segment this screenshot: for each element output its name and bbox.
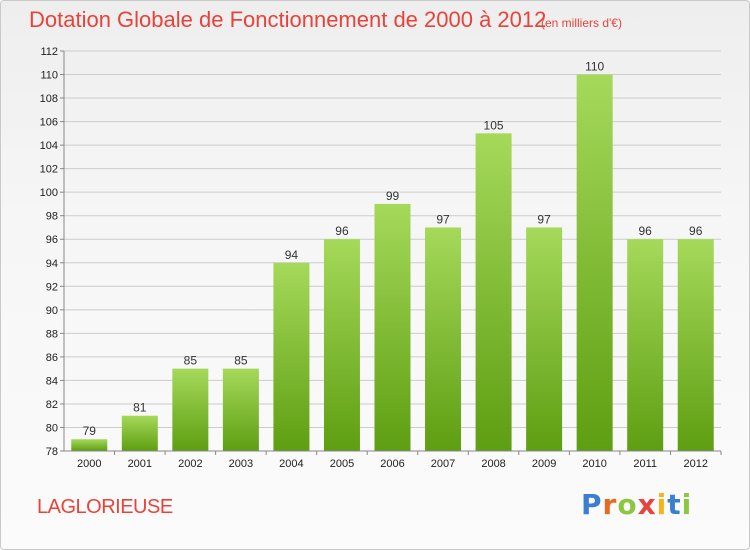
x-tick-label: 2007 [431, 458, 455, 470]
bar [121, 415, 158, 451]
data-label: 85 [234, 354, 248, 368]
data-label: 110 [585, 60, 604, 74]
data-label: 97 [436, 212, 450, 226]
data-label: 96 [689, 224, 703, 238]
data-label: 79 [83, 424, 97, 438]
bar [323, 239, 360, 451]
bar [273, 262, 310, 451]
labels: 78 80 82 84 86 88 90 92 94 96 98 100 102 104 106 108 110… [40, 46, 708, 470]
logo-letter: t [667, 488, 682, 521]
x-tick-label: 2011 [633, 458, 657, 470]
proxiti-logo: Proxiti [581, 488, 692, 521]
bar [475, 133, 512, 451]
y-tick-label: 98 [46, 211, 58, 223]
bar [425, 227, 462, 451]
bar [526, 227, 563, 451]
x-tick-label: 2000 [77, 458, 101, 470]
chart-unit: (en milliers d'€) [541, 16, 622, 30]
y-tick-label: 88 [46, 328, 58, 340]
x-tick-label: 2004 [279, 458, 303, 470]
y-tick-label: 86 [46, 352, 58, 364]
x-tick-label: 2002 [178, 458, 202, 470]
y-tick-label: 102 [40, 164, 58, 176]
logo-letter: i [681, 488, 693, 521]
bar [374, 203, 411, 451]
x-tick-label: 2006 [380, 458, 404, 470]
y-tick-label: 84 [46, 375, 58, 387]
y-tick-label: 80 [46, 422, 58, 434]
logo-letter: o [617, 488, 638, 521]
x-tick-label: 2009 [532, 458, 556, 470]
axes [60, 50, 722, 455]
y-tick-label: 104 [40, 140, 58, 152]
x-tick-label: 2008 [481, 458, 505, 470]
x-tick-label: 2001 [128, 458, 152, 470]
y-tick-label: 112 [40, 46, 58, 58]
data-label: 94 [285, 248, 299, 262]
commune-name: LAGLORIEUSE [37, 496, 173, 518]
bars [71, 74, 714, 451]
data-label: 85 [184, 354, 198, 368]
chart-title: Dotation Globale de Fonctionnement de 20… [29, 7, 547, 32]
logo-letter: i [656, 488, 668, 521]
bar [576, 74, 613, 451]
bar [677, 239, 714, 451]
logo-letter: P [581, 488, 603, 521]
y-tick-label: 108 [40, 93, 58, 105]
x-tick-label: 2003 [229, 458, 253, 470]
bar [222, 368, 259, 451]
data-label: 99 [386, 189, 400, 203]
y-tick-label: 78 [46, 446, 58, 458]
y-tick-label: 92 [46, 281, 58, 293]
x-tick-label: 2012 [683, 458, 707, 470]
x-tick-label: 2010 [582, 458, 606, 470]
y-tick-label: 82 [46, 399, 58, 411]
data-label: 105 [484, 118, 504, 132]
bar [71, 439, 108, 451]
logo-letter: x [637, 488, 657, 521]
data-label: 97 [537, 212, 551, 226]
y-tick-label: 106 [40, 117, 58, 129]
bar [172, 368, 209, 451]
logo-letter: r [602, 488, 618, 521]
y-tick-label: 110 [40, 70, 58, 82]
y-tick-label: 94 [46, 258, 58, 270]
y-tick-label: 100 [40, 187, 58, 199]
y-tick-label: 96 [46, 234, 58, 246]
x-tick-label: 2005 [330, 458, 354, 470]
data-label: 81 [133, 401, 147, 415]
bar [627, 239, 664, 451]
y-tick-label: 90 [46, 305, 58, 317]
data-label: 96 [335, 224, 349, 238]
data-label: 96 [639, 224, 653, 238]
